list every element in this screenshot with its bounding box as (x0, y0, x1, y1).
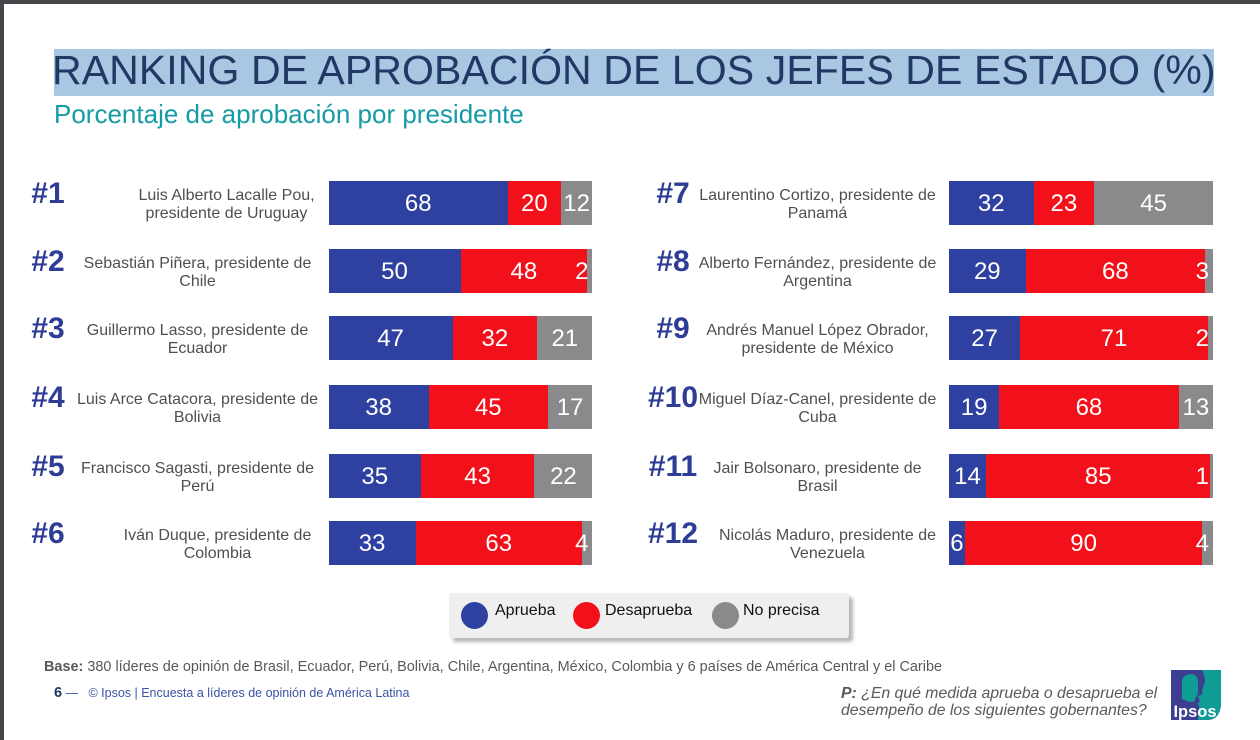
svg-text:Ipsos: Ipsos (1173, 703, 1216, 720)
